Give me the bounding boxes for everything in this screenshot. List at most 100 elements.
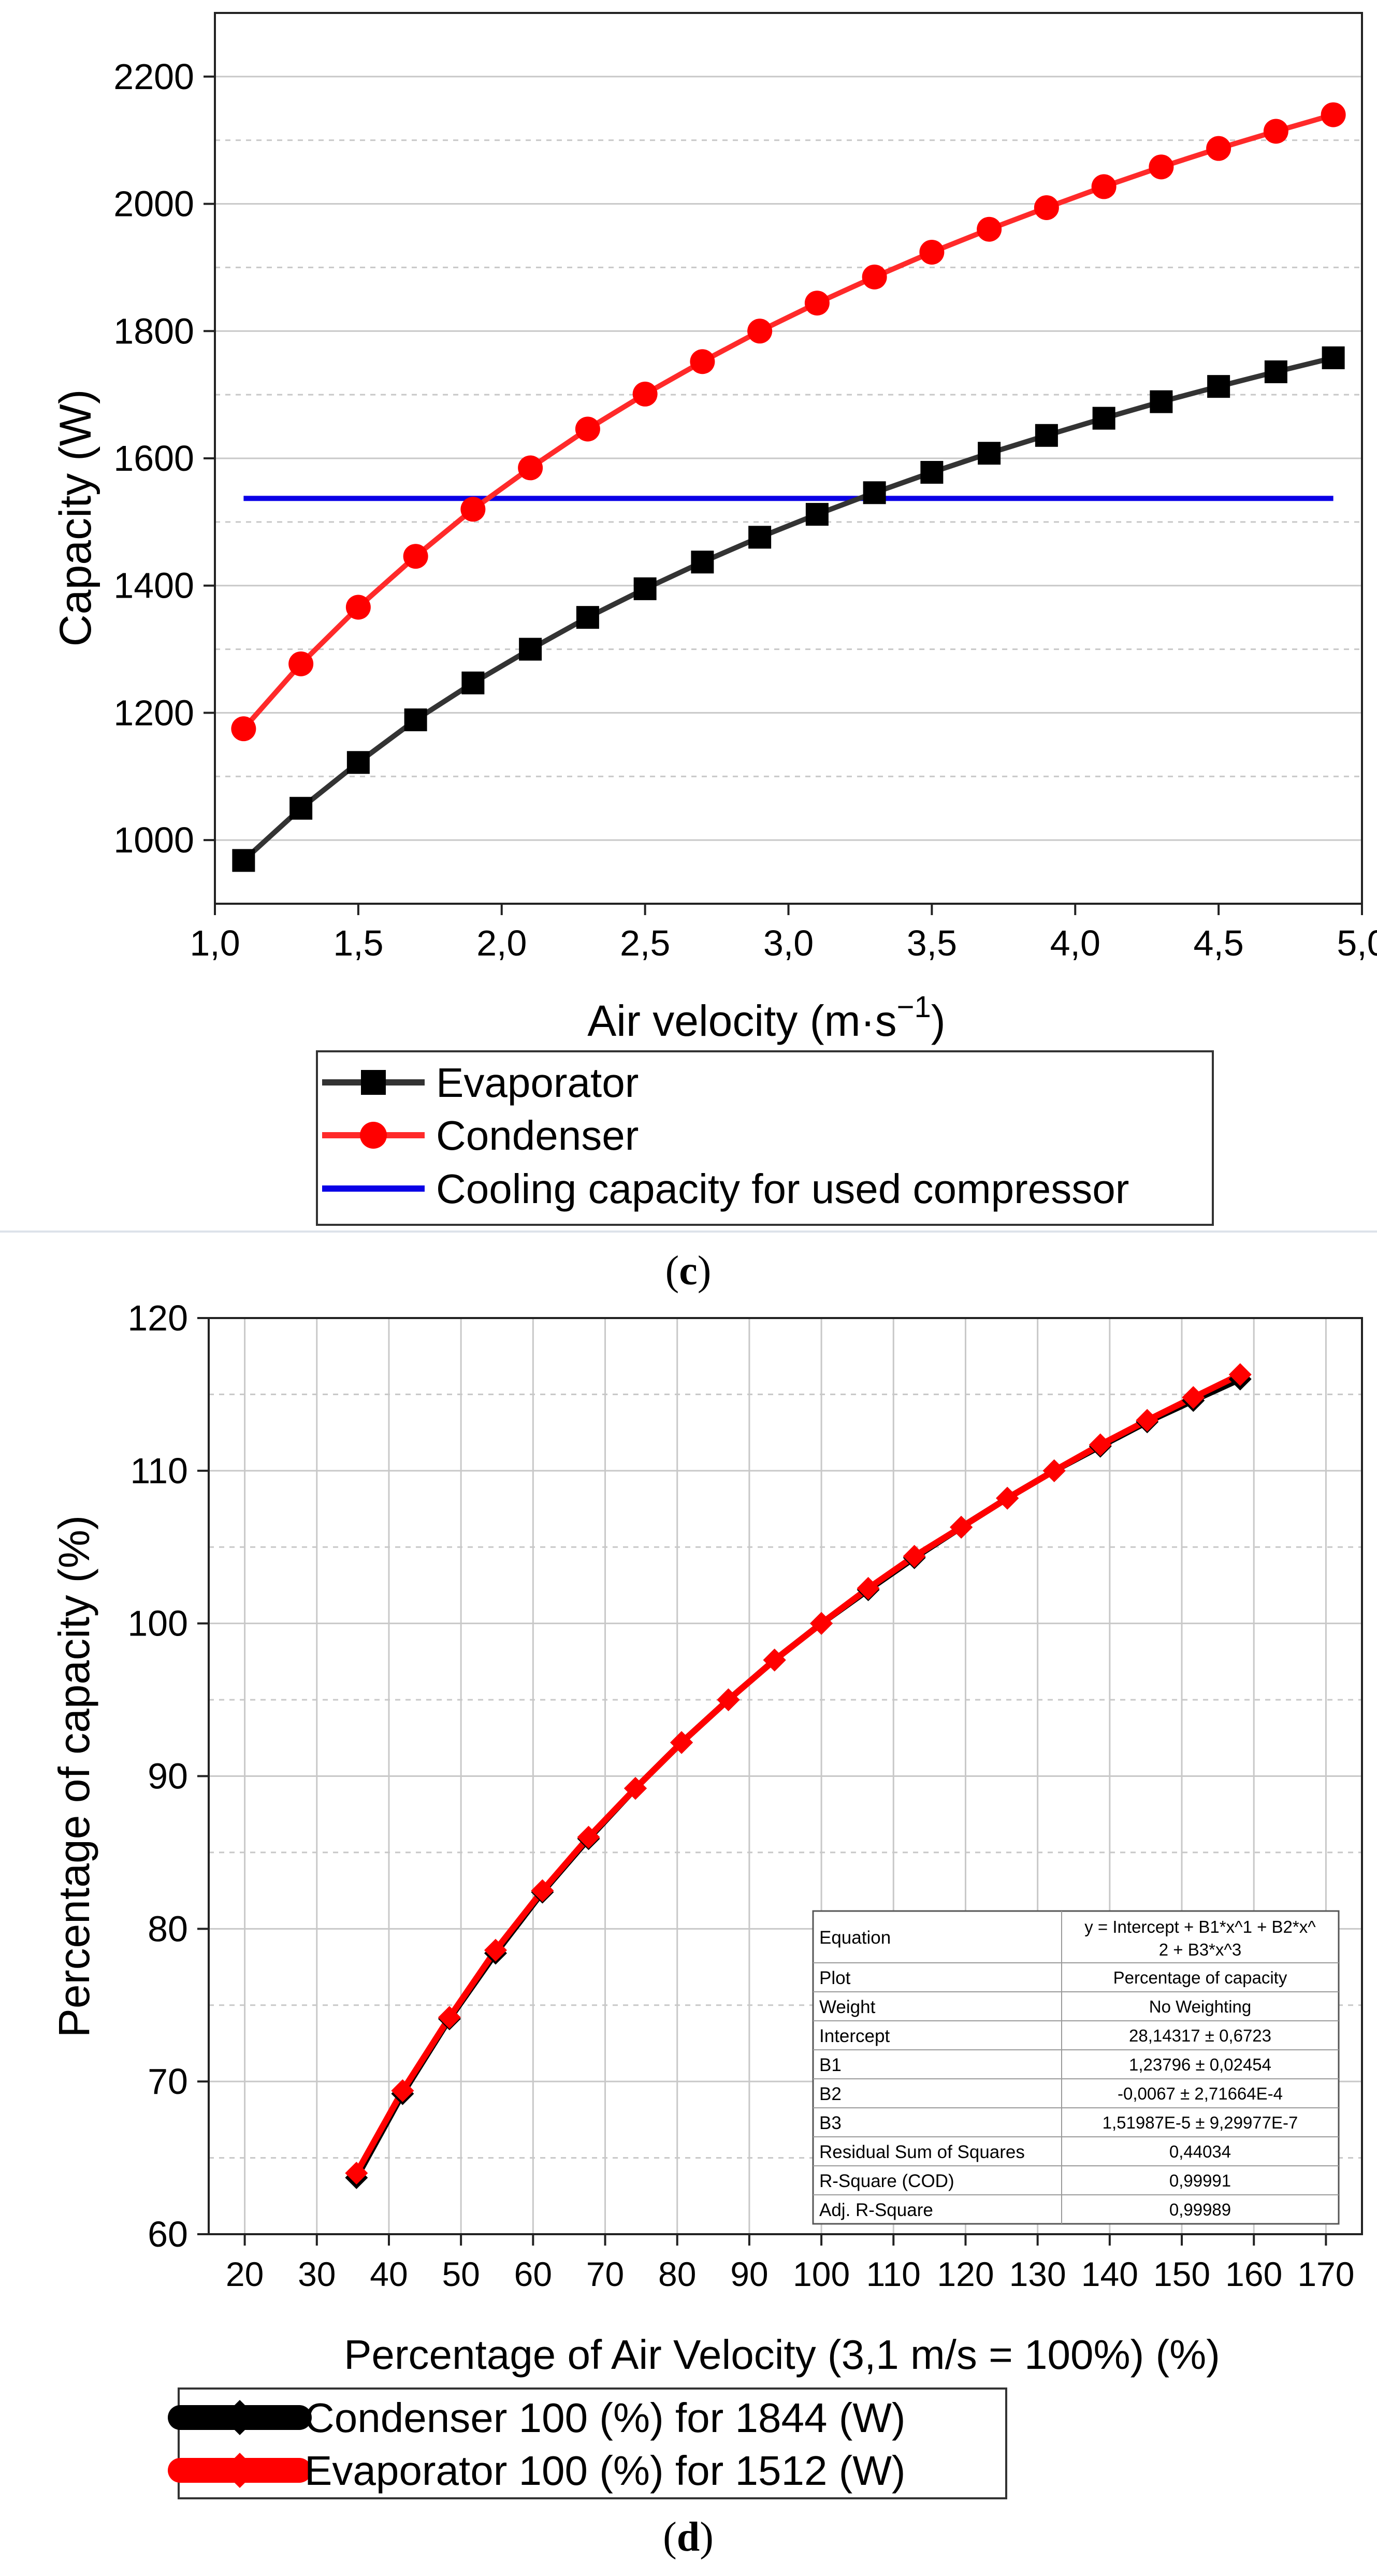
evaporator-point: [805, 503, 829, 526]
evaporator-point: [863, 481, 886, 504]
evaporator-point: [763, 1648, 786, 1672]
c-y-tick-label: 2000: [113, 184, 194, 224]
c-x-tick-label: 1,0: [190, 923, 240, 963]
c-x-tick-label: 5,0: [1337, 923, 1377, 963]
panel-d-x-axis: 20 30 40 50 60 70 80 90 100 110 120 130 140 150 160 170: [226, 2234, 1354, 2293]
panel-c-chart: 1,0 1,5 2,0 2,5 3,0 3,5 4,0 4,5 5,0 1000 1200 1400…: [0, 12, 1377, 1233]
c-y-tick-label: 1200: [113, 692, 194, 733]
d-y-tick-label: 60: [148, 2214, 188, 2254]
d-x-tick-label: 160: [1225, 2255, 1282, 2293]
evaporator-point: [404, 708, 427, 731]
condenser-point: [919, 239, 945, 265]
c-y-tick-label: 1000: [113, 820, 194, 860]
condenser-point: [403, 544, 428, 569]
c-x-tick-label: 1,5: [333, 923, 383, 963]
condenser-point: [977, 216, 1002, 242]
panel-c-legend-item-condenser: Condenser: [322, 1112, 639, 1159]
c-x-tick-label: 3,5: [907, 923, 957, 963]
condenser-point: [460, 497, 486, 522]
d-x-tick-label: 120: [937, 2255, 994, 2293]
panel-c-x-axis-label-main: Air velocity (m·s: [587, 996, 896, 1045]
panel-c-y-axis: 1000 1200 1400 1600 1800 2000 2200: [113, 56, 215, 860]
legend-evaporator-label: Evaporator: [436, 1060, 639, 1106]
evaporator-point: [345, 2162, 368, 2185]
evaporator-point: [1322, 346, 1345, 369]
panel-d-legend-item-evaporator: Evaporator 100 (%) for 1512 (W): [168, 2448, 905, 2494]
evaporator-point: [857, 1576, 880, 1600]
c-x-tick-label: 2,5: [620, 923, 670, 963]
legend-cooling-capacity-label: Cooling capacity for used compressor: [436, 1166, 1129, 1212]
evaporator-point: [670, 1731, 693, 1754]
evaporator-point: [1035, 424, 1058, 447]
condenser-point: [1091, 174, 1117, 199]
evaporator-point: [1042, 1459, 1066, 1482]
evaporator-point: [996, 1486, 1019, 1510]
condenser-point: [1149, 154, 1174, 180]
panel-c-x-axis-label-superscript: −1: [897, 990, 931, 1024]
c-x-tick-label: 4,5: [1193, 923, 1243, 963]
panel-c-legend: Evaporator Condenser Cooling capacity fo…: [316, 1050, 1214, 1226]
fit-table-value: 28,14317 ± 0,6723: [1129, 2026, 1271, 2045]
fit-table-label: Weight: [819, 1997, 876, 2017]
evaporator-point: [1228, 1363, 1252, 1386]
condenser-point: [575, 416, 600, 442]
evaporator-point: [438, 2006, 461, 2029]
c-y-tick-label: 2200: [113, 56, 194, 97]
evaporator-point: [531, 1879, 554, 1902]
fit-results-table: Equation y = Intercept + B1*x^1 + B2*x^ 2 …: [812, 1910, 1340, 2225]
d-x-tick-label: 130: [1009, 2255, 1066, 2293]
fit-table-value: 0,99991: [1169, 2171, 1231, 2190]
evaporator-point: [577, 1826, 600, 1849]
fit-table-value: 1,23796 ± 0,02454: [1129, 2055, 1271, 2074]
legend-evaporator-label: Evaporator 100 (%) for 1512 (W): [305, 2448, 905, 2494]
c-x-tick-label: 4,0: [1050, 923, 1100, 963]
fit-table-label: Intercept: [819, 2026, 890, 2046]
evaporator-point: [1150, 390, 1173, 413]
evaporator-point: [920, 461, 944, 484]
condenser-point: [1263, 119, 1288, 144]
fit-table-label: B2: [819, 2084, 842, 2104]
evaporator-point: [978, 442, 1001, 465]
series-evaporator-line: [242, 355, 1334, 863]
d-y-tick-label: 90: [148, 1756, 188, 1797]
evaporator-point: [624, 1777, 647, 1800]
evaporator-point: [1136, 1409, 1159, 1432]
condenser-point: [1034, 195, 1059, 220]
fit-table-value: 0,44034: [1169, 2142, 1231, 2161]
panel-c-x-axis: 1,0 1,5 2,0 2,5 3,0 3,5 4,0 4,5 5,0: [190, 904, 1377, 963]
d-x-tick-label: 60: [514, 2255, 552, 2293]
panel-c-gridlines: [215, 76, 1362, 841]
evaporator-point: [903, 1544, 926, 1568]
panel-c-legend-item-evaporator: Evaporator: [322, 1060, 639, 1106]
series-condenser-line: [241, 112, 1335, 731]
panel-c-legend-item-cooling-capacity: Cooling capacity for used compressor: [322, 1166, 1129, 1212]
c-y-tick-label: 1800: [113, 311, 194, 351]
panel-c-series: [231, 102, 1346, 872]
panel-d-chart: 20 30 40 50 60 70 80 90 100 110 120 130 140 150 160 170…: [50, 1298, 1363, 2499]
condenser-point: [632, 381, 658, 407]
d-x-tick-label: 80: [658, 2255, 696, 2293]
evaporator-point: [576, 606, 599, 629]
fit-table-label: B3: [819, 2113, 842, 2133]
d-x-tick-label: 90: [730, 2255, 768, 2293]
evaporator-point: [346, 751, 370, 774]
condenser-point: [288, 651, 314, 676]
evaporator-point: [1092, 407, 1115, 430]
legend-condenser-marker: [222, 2400, 257, 2435]
evaporator-point: [289, 797, 313, 820]
fit-table-label: Plot: [819, 1968, 851, 1988]
legend-evaporator-marker: [222, 2453, 257, 2488]
d-x-tick-label: 70: [586, 2255, 624, 2293]
panel-d-y-axis-label: Percentage of capacity (%): [50, 1515, 98, 2038]
legend-condenser-label: Condenser 100 (%) for 1844 (W): [305, 2395, 906, 2441]
panel-c-caption-letter: c: [679, 1248, 698, 1294]
condenser-point: [690, 349, 715, 374]
fit-table-label: Residual Sum of Squares: [819, 2142, 1025, 2162]
d-x-tick-label: 50: [442, 2255, 480, 2293]
d-x-tick-label: 150: [1153, 2255, 1210, 2293]
d-x-tick-label: 170: [1297, 2255, 1354, 2293]
panel-d-x-axis-label: Percentage of Air Velocity (3,1 m/s = 10…: [344, 2332, 1220, 2378]
legend-condenser-marker: [360, 1122, 387, 1149]
panel-d-y-axis: 60 70 80 90 100 110 120: [127, 1298, 209, 2254]
fit-table-value: 2 + B3*x^3: [1159, 1940, 1242, 1959]
